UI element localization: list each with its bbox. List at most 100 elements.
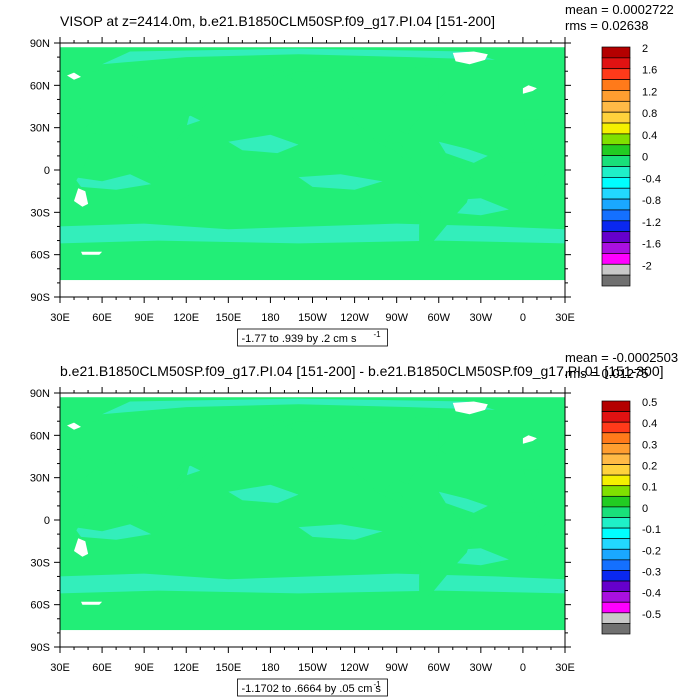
colorbar-label: 0.3 [642, 439, 657, 451]
colorbar-swatch [601, 177, 631, 189]
stat-mean: mean = 0.0002722 [565, 2, 674, 17]
info-box-frame [237, 328, 388, 347]
colorbar-swatch [601, 46, 631, 59]
y-tick-label: 60N [30, 430, 50, 442]
colorbar-swatch [601, 198, 631, 211]
map-missing-5 [67, 72, 81, 80]
colorbar-swatch [601, 166, 631, 178]
x-tick-label: 30E [50, 662, 70, 674]
map-missing-2 [74, 188, 89, 207]
colorbar-swatch [601, 400, 631, 412]
colorbar-swatch [601, 187, 631, 200]
x-tick-label: 150W [298, 662, 327, 674]
colorbar-swatch [601, 432, 631, 444]
y-tick-label: 60S [30, 600, 50, 612]
colorbar-label: -0.4 [642, 173, 661, 185]
colorbar-swatch [601, 591, 631, 603]
map-pattern-10 [102, 398, 495, 415]
colorbar-swatch [601, 111, 631, 124]
map-pattern-6 [228, 134, 299, 154]
colorbar-swatch [601, 68, 631, 80]
x-tick-label: 30E [50, 312, 70, 324]
y-tick-label: 90N [30, 388, 50, 400]
colorbar-swatch [601, 506, 631, 518]
map-land-1 [60, 61, 285, 169]
colorbar-swatch [601, 209, 631, 222]
colorbar-label: -0.8 [642, 195, 661, 207]
x-tick-label: 30E [555, 662, 575, 674]
x-tick-label: 0 [520, 662, 526, 674]
panel-2: 30E 60E 90E 120E 150E 180 150W 120W 90W 60W 30W 0 30… [30, 350, 678, 697]
colorbar-swatch [601, 155, 631, 167]
map-pattern-7 [298, 174, 383, 190]
x-tick-label: 120E [173, 662, 199, 674]
map-pattern-4 [438, 491, 488, 513]
map-pattern-4 [438, 141, 488, 163]
panel-1: 30E 60E 90E 120E 150E 180 150W 120W 90W 60W 30W 0 30… [30, 2, 674, 347]
map-pattern-7 [298, 524, 383, 540]
x-tick-label: 30E [555, 312, 575, 324]
colorbar-swatch [601, 538, 631, 550]
map-missing-1 [452, 401, 488, 415]
colorbar-swatch [601, 231, 631, 243]
map-land-3 [284, 414, 474, 598]
colorbar: 0.5 0.4 0.3 0.2 0.1 0 -0.1 -0.2 -0.3 -0.4 -0.5 [601, 397, 661, 635]
info-box-text: -1.77 to .939 by .2 cm s [242, 333, 357, 345]
y-tick-label: 90N [30, 38, 50, 50]
colorbar-swatch [601, 133, 631, 146]
colorbar-swatch [601, 100, 631, 113]
map-pattern-10 [102, 48, 495, 65]
colorbar-swatch [601, 485, 631, 497]
x-tick-label: 150E [215, 312, 241, 324]
map-land-2 [494, 469, 565, 570]
colorbar-swatch [601, 623, 631, 635]
y-tick-label: 90S [30, 642, 50, 654]
colorbar-swatch [601, 443, 631, 455]
map-missing-3 [81, 601, 103, 605]
colorbar-label: 1.6 [642, 65, 657, 77]
x-tick-label: 120W [340, 312, 369, 324]
colorbar-swatch [601, 527, 631, 540]
colorbar-label: -1.2 [642, 217, 661, 229]
x-tick-label: 90E [134, 662, 154, 674]
colorbar-swatch [601, 421, 631, 434]
map-land-3 [284, 64, 474, 248]
colorbar-label: -1.6 [642, 239, 661, 251]
colorbar-label: 0.4 [642, 130, 657, 142]
y-tick-label: 60N [30, 80, 50, 92]
y-tick-label: 60S [30, 250, 50, 262]
colorbar-swatch [601, 57, 631, 70]
x-tick-label: 120E [173, 312, 199, 324]
colorbar-label: 0.2 [642, 461, 657, 473]
map-pattern-5 [74, 174, 152, 190]
x-tick-label: 60E [92, 662, 112, 674]
colorbar-swatch [601, 274, 631, 287]
stat-mean: mean = -0.0002503 [565, 350, 678, 365]
x-tick-label: 150W [298, 312, 327, 324]
map-pattern-8 [60, 573, 565, 594]
colorbar-swatch [601, 253, 631, 265]
map-land-4 [177, 185, 233, 225]
x-tick-label: 90E [134, 312, 154, 324]
x-tick-label: 60W [427, 312, 450, 324]
map-land-wrap-2 [60, 126, 90, 218]
colorbar-label: -0.2 [642, 545, 661, 557]
map-pattern-6 [228, 484, 299, 504]
colorbar-label: -0.1 [642, 524, 661, 536]
info-box-exponent: -1 [374, 330, 382, 339]
x-tick-label: 30W [470, 312, 493, 324]
map-pattern-5 [74, 524, 152, 540]
colorbar-swatch [601, 144, 631, 156]
y-tick-label: 30S [30, 207, 50, 219]
contour-info-box: -1.77 to .939 by .2 cm s -1 [237, 328, 388, 347]
stat-rms: rms = 0.01275 [565, 366, 648, 381]
colorbar-swatch [601, 580, 631, 592]
x-tick-label: 60W [427, 662, 450, 674]
map-missing-3 [81, 251, 103, 255]
chart-title: b.e21.B1850CLM50SP.f09_g17.PI.04 [151-20… [60, 363, 664, 379]
colorbar-label: 0.8 [642, 108, 657, 120]
x-tick-label: 30W [470, 662, 493, 674]
colorbar-label: 0.4 [642, 418, 657, 430]
info-box-exponent: -1 [374, 680, 382, 689]
